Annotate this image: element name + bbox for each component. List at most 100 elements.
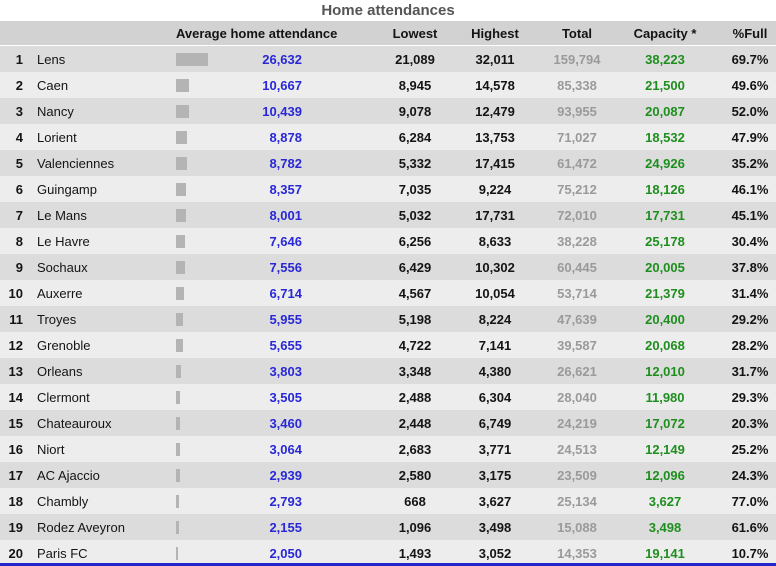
attendance-bar-cell bbox=[176, 286, 212, 300]
pct-full-cell: 29.3% bbox=[731, 389, 769, 405]
attendance-bar-cell bbox=[176, 520, 212, 534]
average-attendance-cell: 2,050 bbox=[269, 545, 302, 561]
rank-cell: 19 bbox=[8, 519, 23, 535]
attendance-bar-cell bbox=[176, 416, 212, 430]
pct-full-cell: 31.7% bbox=[731, 363, 769, 379]
column-header-pct-full[interactable]: %Full bbox=[732, 25, 768, 41]
total-cell: 28,040 bbox=[557, 389, 597, 405]
attendance-bar bbox=[176, 468, 180, 482]
total-cell: 60,445 bbox=[557, 259, 597, 275]
rank-cell: 15 bbox=[8, 415, 23, 431]
attendance-bar bbox=[176, 312, 183, 326]
total-cell: 47,639 bbox=[557, 311, 597, 327]
highest-cell: 7,141 bbox=[478, 337, 512, 353]
lowest-cell: 21,089 bbox=[395, 51, 435, 67]
attendance-bar bbox=[176, 52, 208, 66]
team-name-cell: Auxerre bbox=[37, 285, 83, 301]
highest-cell: 6,749 bbox=[478, 415, 512, 431]
attendance-bar-cell bbox=[176, 104, 212, 118]
lowest-cell: 5,332 bbox=[398, 155, 432, 171]
highest-cell: 12,479 bbox=[475, 103, 515, 119]
attendance-bar-cell bbox=[176, 182, 212, 196]
attendance-bar bbox=[176, 494, 179, 508]
table-row: 16 Niort 3,064 2,683 3,771 24,513 12,149… bbox=[0, 436, 776, 462]
attendance-bar bbox=[176, 104, 189, 118]
attendance-bar bbox=[176, 130, 187, 144]
attendance-bar-cell bbox=[176, 156, 212, 170]
lowest-cell: 5,032 bbox=[398, 207, 432, 223]
attendance-bar-cell bbox=[176, 338, 212, 352]
attendance-bar-cell bbox=[176, 442, 212, 456]
capacity-cell: 3,498 bbox=[648, 519, 682, 535]
team-name-cell: Paris FC bbox=[37, 545, 88, 561]
capacity-cell: 12,010 bbox=[645, 363, 685, 379]
pct-full-cell: 69.7% bbox=[731, 51, 769, 67]
highest-cell: 4,380 bbox=[478, 363, 512, 379]
lowest-cell: 2,448 bbox=[398, 415, 432, 431]
column-header-highest[interactable]: Highest bbox=[471, 25, 519, 41]
pct-full-cell: 25.2% bbox=[731, 441, 769, 457]
total-cell: 25,134 bbox=[557, 493, 597, 509]
table-row: 7 Le Mans 8,001 5,032 17,731 72,010 17,7… bbox=[0, 202, 776, 228]
lowest-cell: 6,256 bbox=[398, 233, 432, 249]
lowest-cell: 1,096 bbox=[398, 519, 432, 535]
pct-full-cell: 30.4% bbox=[731, 233, 769, 249]
rank-cell: 16 bbox=[8, 441, 23, 457]
highest-cell: 17,731 bbox=[475, 207, 515, 223]
average-attendance-cell: 8,001 bbox=[269, 207, 302, 223]
capacity-cell: 24,926 bbox=[645, 155, 685, 171]
highest-cell: 3,771 bbox=[478, 441, 512, 457]
lowest-cell: 3,348 bbox=[398, 363, 432, 379]
team-name-cell: Guingamp bbox=[37, 181, 97, 197]
attendance-bar-cell bbox=[176, 468, 212, 482]
lowest-cell: 4,567 bbox=[398, 285, 432, 301]
attendance-bar-cell bbox=[176, 78, 212, 92]
table-row: 14 Clermont 3,505 2,488 6,304 28,040 11,… bbox=[0, 384, 776, 410]
capacity-cell: 19,141 bbox=[645, 545, 685, 561]
team-name-cell: Chateauroux bbox=[37, 415, 112, 431]
attendance-bar-cell bbox=[176, 364, 212, 378]
highest-cell: 9,224 bbox=[478, 181, 512, 197]
attendance-bar bbox=[176, 182, 186, 196]
average-attendance-cell: 3,064 bbox=[269, 441, 302, 457]
attendance-bar bbox=[176, 416, 180, 430]
table-header-row: Average home attendance Lowest Highest T… bbox=[0, 21, 776, 46]
column-header-total[interactable]: Total bbox=[561, 25, 593, 41]
highest-cell: 8,224 bbox=[478, 311, 512, 327]
rank-cell: 7 bbox=[15, 207, 23, 223]
attendance-bar-cell bbox=[176, 312, 212, 326]
table-row: 3 Nancy 10,439 9,078 12,479 93,955 20,08… bbox=[0, 98, 776, 124]
total-cell: 38,228 bbox=[557, 233, 597, 249]
average-attendance-cell: 8,782 bbox=[269, 155, 302, 171]
average-attendance-cell: 6,714 bbox=[269, 285, 302, 301]
pct-full-cell: 52.0% bbox=[731, 103, 769, 119]
capacity-cell: 18,126 bbox=[645, 181, 685, 197]
team-name-cell: Lens bbox=[37, 51, 66, 67]
attendance-bar-cell bbox=[176, 130, 212, 144]
team-name-cell: Orleans bbox=[37, 363, 83, 379]
rank-cell: 11 bbox=[9, 311, 23, 327]
table-row: 13 Orleans 3,803 3,348 4,380 26,621 12,0… bbox=[0, 358, 776, 384]
attendance-bar-cell bbox=[176, 52, 212, 66]
total-cell: 159,794 bbox=[553, 51, 601, 67]
table-row: 2 Caen 10,667 8,945 14,578 85,338 21,500… bbox=[0, 72, 776, 98]
rank-cell: 4 bbox=[15, 129, 23, 145]
attendance-table-body: 1 Lens 26,632 21,089 32,011 159,794 38,2… bbox=[0, 46, 776, 566]
rank-cell: 13 bbox=[8, 363, 23, 379]
pct-full-cell: 61.6% bbox=[731, 519, 769, 535]
total-cell: 71,027 bbox=[557, 129, 597, 145]
team-name-cell: Troyes bbox=[37, 311, 77, 327]
team-name-cell: Valenciennes bbox=[37, 155, 115, 171]
team-name-cell: Niort bbox=[37, 441, 65, 457]
team-name-cell: Caen bbox=[37, 77, 69, 93]
rank-cell: 10 bbox=[8, 285, 23, 301]
column-header-capacity[interactable]: Capacity * bbox=[633, 25, 697, 41]
column-header-average[interactable]: Average home attendance bbox=[176, 25, 338, 41]
column-header-lowest[interactable]: Lowest bbox=[392, 25, 438, 41]
total-cell: 75,212 bbox=[557, 181, 597, 197]
attendance-bar-cell bbox=[176, 546, 212, 560]
lowest-cell: 2,580 bbox=[398, 467, 432, 483]
table-row: 12 Grenoble 5,655 4,722 7,141 39,587 20,… bbox=[0, 332, 776, 358]
table-row: 17 AC Ajaccio 2,939 2,580 3,175 23,509 1… bbox=[0, 462, 776, 488]
team-name-cell: Lorient bbox=[37, 129, 77, 145]
